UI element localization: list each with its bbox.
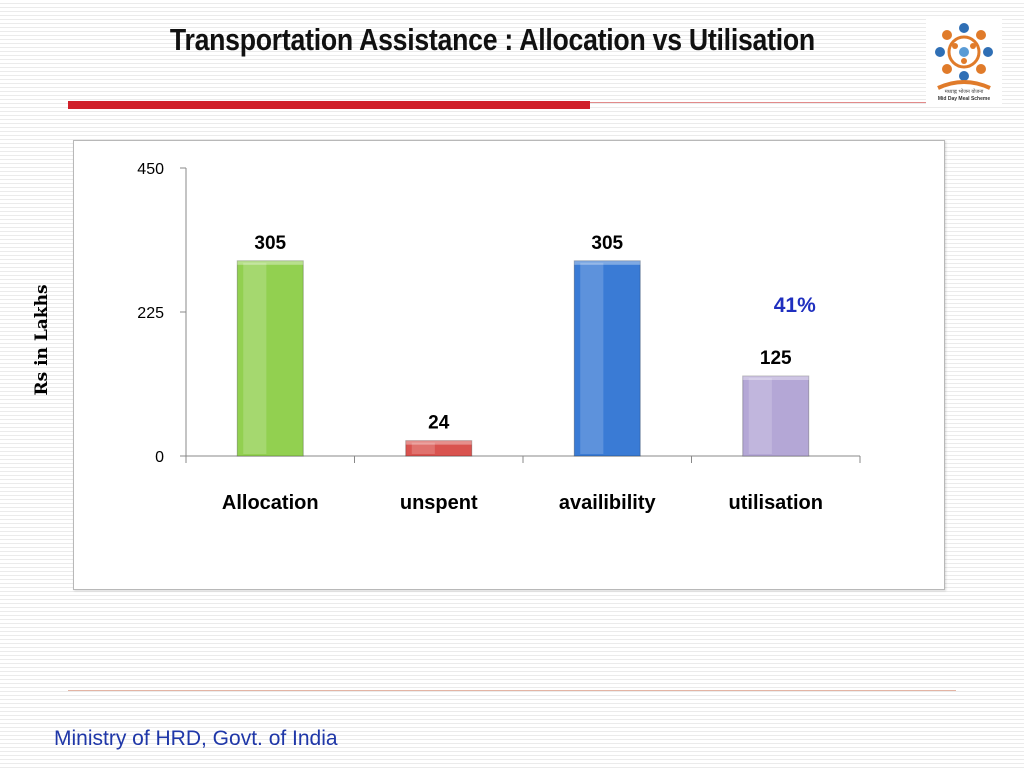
slide-title: Transportation Assistance : Allocation v… [169,22,815,57]
bar-top-edge [574,260,641,265]
bar-highlight [580,262,604,454]
bar-highlight [411,442,435,454]
y-tick-label: 0 [155,449,164,466]
bar-top-edge [742,376,809,380]
bar-highlight [748,378,772,454]
x-category-label: availibility [559,492,657,514]
title-divider-line [590,102,930,103]
data-label: 125 [760,348,792,369]
mid-day-meal-logo [926,16,1002,106]
bar-top-edge [237,260,304,265]
x-category-label: unspent [400,492,478,514]
bar-availibility [573,260,641,457]
data-label: 305 [254,233,286,254]
data-label: 305 [591,233,623,254]
y-tick-label: 225 [137,305,164,322]
data-label: 24 [428,413,450,434]
percent-annotation: 41% [774,294,816,317]
x-category-label: utilisation [729,492,823,514]
x-category-label: Allocation [222,492,319,514]
logo-hindi-caption: मध्याह्न भोजन योजना [944,89,984,95]
chart-frame [73,140,945,590]
bar-unspent [405,440,473,457]
footer-ministry-text: Ministry of HRD, Govt. of India [54,727,338,750]
bar-utilisation [742,375,810,457]
logo-english-caption: Mid Day Meal Scheme [937,96,991,102]
bar-top-edge [405,440,472,445]
bar-highlight [243,262,267,454]
bar-allocation [236,260,304,457]
footer-divider-line [68,690,956,691]
y-tick-label: 450 [137,161,164,178]
title-accent-bar [68,101,590,109]
